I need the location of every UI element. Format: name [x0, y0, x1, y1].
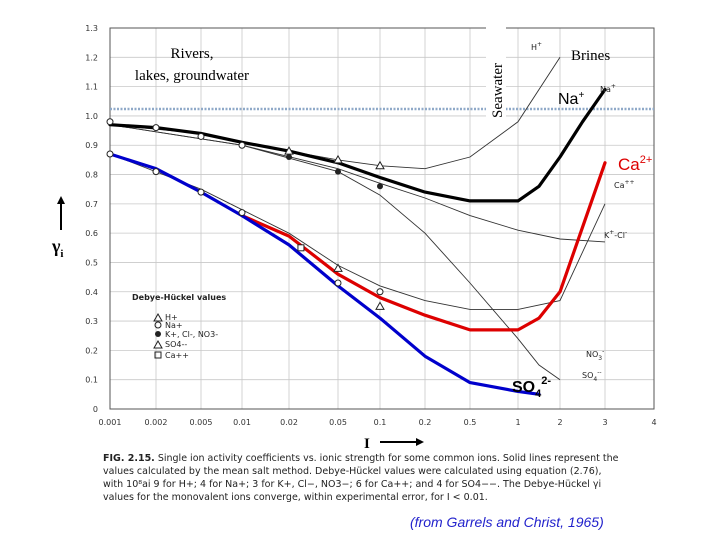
- legend-title: Debye-Hückel values: [132, 293, 226, 302]
- x-tick-label: 0.1: [374, 418, 387, 427]
- y-tick-label: 0.3: [85, 317, 98, 326]
- x-tick-label: 0.05: [329, 418, 347, 427]
- marker-circle-open: [334, 279, 342, 287]
- legend-item-kcl: K+, Cl-, NO3-: [165, 330, 218, 339]
- legend-open-circle-icon: [154, 321, 162, 329]
- thin-label-so4: SO4--: [582, 369, 602, 383]
- marker-circle-filled: [286, 153, 292, 160]
- x-tick-label: 0.5: [464, 418, 477, 427]
- legend: Debye-Hückel values H+ Na+ K+, Cl-, NO3-…: [132, 293, 226, 360]
- y-tick-labels: 0 0.1 0.2 0.3 0.4 0.5 0.6 0.7 0.8 0.9 1.0 1.1 1.2 1.3: [85, 24, 98, 414]
- thin-curve-kcl: [109, 124, 606, 243]
- y-tick-label: 0.9: [85, 141, 98, 150]
- legend-item-h: H+: [165, 313, 178, 322]
- marker-triangle: [333, 154, 343, 164]
- x-tick-label: 2: [557, 418, 562, 427]
- x-axis-label: I: [364, 436, 370, 450]
- legend-triangle-icon: [153, 312, 163, 322]
- activity-coefficient-chart: 0 0.1 0.2 0.3 0.4 0.5 0.6 0.7 0.8 0.9 1.0 1.1 1.2 1.3…: [51, 18, 657, 450]
- caption-fig-label: FIG. 2.15.: [103, 453, 155, 464]
- x-tick-label: 0.01: [233, 418, 251, 427]
- y-tick-label: 1.0: [85, 112, 98, 121]
- ca-annotation: Ca2+: [618, 154, 652, 174]
- marker-circle-filled: [377, 183, 383, 190]
- legend-filled-circle-icon: [155, 331, 161, 337]
- y-axis-arrowhead-icon: [57, 196, 65, 204]
- plot-frame: [109, 27, 655, 410]
- y-tick-label: 1.1: [85, 83, 98, 92]
- legend-triangle-open-icon: [153, 339, 163, 349]
- seawater-label: Seawater: [490, 63, 506, 118]
- marker-circle-open: [197, 188, 205, 196]
- y-tick-label: 1.2: [85, 53, 98, 62]
- marker-triangle: [375, 160, 385, 170]
- ca-curve: [240, 161, 607, 332]
- marker-circle-open: [238, 141, 246, 149]
- legend-item-ca: Ca++: [165, 351, 189, 360]
- marker-triangle: [375, 301, 385, 310]
- x-tick-label: 0.02: [280, 418, 298, 427]
- y-tick-label: 0: [93, 405, 98, 414]
- thin-label-no3: NO3-: [586, 348, 604, 362]
- brines-label: Brines: [571, 48, 610, 64]
- legend-item-na: Na+: [165, 321, 183, 330]
- y-axis-label: γi: [51, 236, 63, 260]
- x-axis-arrowhead-icon: [416, 438, 424, 446]
- thin-label-kcl: K+-Cl-: [604, 229, 627, 240]
- y-tick-label: 0.2: [85, 346, 98, 355]
- thin-label-na: Na+: [600, 83, 616, 94]
- x-tick-label: 1: [515, 418, 520, 427]
- seawater-label-bg: [486, 18, 506, 118]
- y-tick-label: 0.8: [85, 171, 98, 180]
- caption-text: Single ion activity coefficients vs. ion…: [103, 453, 619, 503]
- thin-curve-ca: [109, 153, 606, 310]
- x-tick-label: 0.005: [190, 418, 213, 427]
- na-annotation: Na+: [558, 90, 584, 108]
- y-tick-label: 1.3: [85, 24, 98, 33]
- x-tick-label: 0.001: [99, 418, 122, 427]
- y-tick-label: 0.5: [85, 258, 98, 267]
- thin-label-ca: Ca++: [614, 179, 635, 190]
- marker-circle-filled: [335, 168, 341, 175]
- marker-circle-open: [152, 124, 160, 132]
- marker-circle-open: [376, 288, 384, 296]
- na-curve: [108, 87, 607, 203]
- legend-item-so4: SO4--: [165, 340, 187, 349]
- y-tick-label: 0.4: [85, 288, 98, 297]
- marker-circle-open: [106, 150, 114, 158]
- y-tick-label: 0.7: [85, 200, 98, 209]
- grid: [109, 27, 655, 410]
- thin-label-h: H+: [531, 41, 542, 52]
- marker-circle-open: [197, 132, 205, 140]
- x-tick-label: 4: [651, 418, 656, 427]
- x-tick-label: 0.2: [419, 418, 432, 427]
- x-tick-labels: 0.001 0.002 0.005 0.01 0.02 0.05 0.1 0.2 0.5 1 2 3 4: [99, 418, 657, 427]
- legend-square-icon: [154, 351, 162, 359]
- figure-caption: FIG. 2.15. Single ion activity coefficie…: [103, 452, 623, 504]
- marker-circle-open: [238, 209, 246, 217]
- y-tick-label: 0.6: [85, 229, 98, 238]
- x-tick-label: 0.002: [145, 418, 168, 427]
- plot-border: [109, 27, 655, 410]
- thin-curve-no3: [109, 124, 561, 381]
- y-tick-label: 0.1: [85, 376, 98, 385]
- marker-circle-open: [106, 118, 114, 126]
- source-credit: (from Garrels and Christ, 1965): [410, 514, 604, 530]
- rivers-label-line2: lakes, groundwater: [135, 68, 249, 84]
- marker-square: [297, 244, 305, 252]
- x-tick-label: 3: [602, 418, 607, 427]
- marker-triangle: [333, 263, 343, 272]
- debye-huckel-markers: [106, 118, 385, 310]
- marker-circle-open: [152, 168, 160, 176]
- rivers-label-line1: Rivers,: [171, 46, 214, 62]
